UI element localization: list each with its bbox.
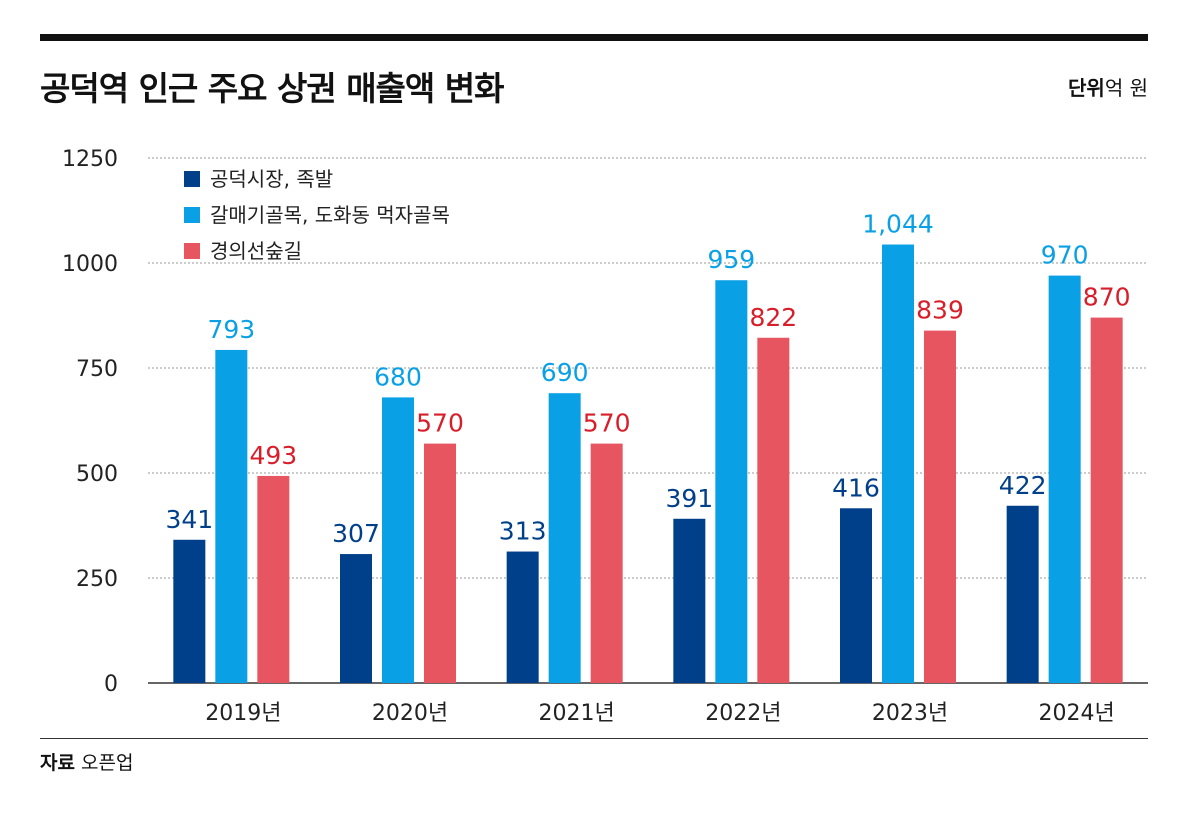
data-label: 870 (1083, 283, 1131, 312)
bar-series2 (882, 244, 914, 683)
source-label: 자료 (40, 752, 75, 774)
bar-series3 (757, 337, 790, 683)
source-value: 오픈업 (81, 752, 134, 774)
data-label: 493 (249, 441, 297, 470)
bar-series2 (548, 393, 581, 683)
bar-series2 (1048, 275, 1081, 683)
legend-label: 공덕시장, 족발 (210, 167, 333, 191)
legend-swatch (184, 207, 200, 223)
data-label: 690 (541, 358, 589, 387)
data-label: 570 (416, 409, 464, 438)
y-tick-label: 250 (76, 567, 118, 592)
legend-label: 갈매기골목, 도화동 먹자골목 (210, 203, 450, 227)
bar-series1 (673, 518, 706, 683)
top-rule (40, 34, 1148, 41)
data-label: 970 (1041, 241, 1089, 270)
y-tick-label: 1250 (62, 147, 118, 172)
bar-series3 (924, 330, 956, 683)
data-label: 680 (374, 362, 422, 391)
y-tick-label: 0 (104, 672, 118, 697)
y-tick-label: 1000 (62, 252, 118, 277)
data-label: 793 (207, 315, 255, 344)
bar-series3 (1090, 317, 1123, 683)
bar-series1 (173, 539, 206, 683)
data-label: 391 (665, 484, 713, 513)
unit-label: 단위 (1068, 76, 1105, 100)
bar-series2 (715, 280, 748, 683)
data-label: 959 (707, 245, 755, 274)
legend-label: 경의선숲길 (210, 239, 302, 263)
data-label: 839 (916, 296, 964, 325)
x-tick-label: 2023년 (872, 701, 948, 726)
legend-swatch (184, 243, 200, 259)
bar-series1 (340, 554, 372, 683)
legend-swatch (184, 171, 200, 187)
data-label: 822 (749, 303, 797, 332)
x-tick-label: 2019년 (205, 701, 281, 726)
bar-series2 (382, 397, 414, 683)
y-tick-label: 750 (76, 357, 118, 382)
data-label: 416 (832, 473, 880, 502)
data-label: 313 (499, 517, 547, 546)
data-label: 1,044 (862, 210, 934, 239)
data-label: 341 (165, 505, 213, 534)
chart-title: 공덕역 인근 주요 상권 매출액 변화 (40, 69, 504, 108)
y-tick-label: 500 (76, 462, 118, 487)
bar-series3 (257, 475, 290, 683)
source-note: 자료 오픈업 (40, 748, 133, 775)
bar-series1 (506, 551, 539, 683)
data-label: 422 (999, 471, 1047, 500)
bar-series3 (590, 443, 623, 683)
x-tick-label: 2020년 (372, 701, 448, 726)
x-tick-label: 2022년 (705, 701, 781, 726)
bar-series1 (840, 508, 872, 683)
bottom-rule (40, 738, 1148, 739)
bar-series1 (1006, 505, 1039, 683)
unit-value: 억 원 (1104, 76, 1148, 100)
bar-series3 (424, 443, 456, 683)
x-tick-label: 2024년 (1039, 701, 1115, 726)
unit-note: 단위억 원 (1068, 72, 1148, 101)
data-label: 307 (332, 519, 380, 548)
bar-series2 (215, 349, 248, 683)
x-tick-label: 2021년 (539, 701, 615, 726)
data-label: 570 (583, 409, 631, 438)
